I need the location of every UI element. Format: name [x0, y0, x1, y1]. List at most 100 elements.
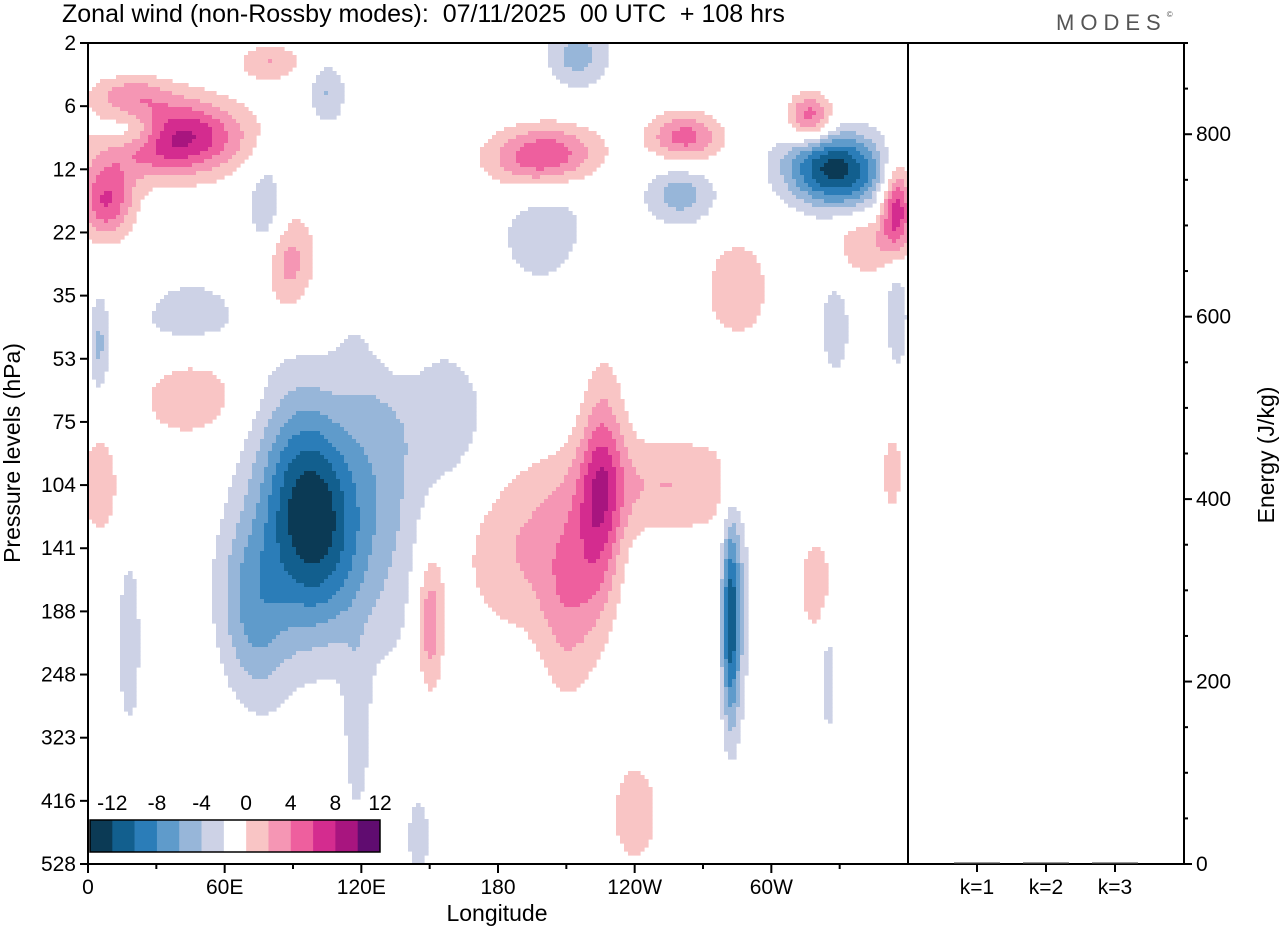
heatmap-cell — [256, 451, 269, 456]
heatmap-cell — [252, 475, 265, 480]
heatmap-cell — [892, 219, 901, 224]
heatmap-cell — [728, 543, 737, 548]
heatmap-cell — [556, 139, 581, 144]
heatmap-cell — [240, 519, 253, 524]
heatmap-cell — [728, 587, 737, 592]
heatmap-cell — [592, 595, 609, 600]
colorbar-tick-label: 4 — [285, 792, 297, 815]
heatmap-cell — [280, 499, 289, 504]
heatmap-cell — [92, 311, 109, 316]
colorbar-swatch — [112, 820, 135, 852]
heatmap-cell — [516, 623, 549, 628]
heatmap-cell — [336, 519, 345, 524]
heatmap-cell — [696, 187, 713, 192]
heatmap-cell — [612, 411, 629, 416]
heatmap-cell — [608, 479, 617, 484]
heatmap-cell — [284, 263, 301, 268]
heatmap-cell — [236, 651, 297, 656]
heatmap-cell — [420, 663, 441, 668]
heatmap-cell — [96, 351, 101, 356]
heatmap-cell — [236, 467, 253, 472]
heatmap-cell — [896, 239, 908, 244]
heatmap-cell — [892, 351, 905, 356]
heatmap-cell — [728, 607, 737, 612]
heatmap-cell — [804, 595, 825, 600]
heatmap-cell — [792, 191, 809, 196]
heatmap-cell — [288, 439, 329, 444]
heatmap-cell — [288, 515, 337, 520]
heatmap-cell — [824, 323, 849, 328]
heatmap-cell — [712, 307, 761, 312]
heatmap-cell — [900, 219, 908, 224]
heatmap-cell — [740, 655, 749, 660]
heatmap-cell — [584, 431, 593, 436]
heatmap-cell — [556, 555, 585, 560]
heatmap-cell — [648, 187, 665, 192]
heatmap-cell — [664, 195, 697, 200]
heatmap-cell — [744, 591, 749, 596]
heatmap-cell — [632, 511, 717, 516]
heatmap-cell — [244, 499, 261, 504]
heatmap-cell — [740, 675, 745, 680]
heatmap-cell — [260, 551, 281, 556]
heatmap-cell — [108, 95, 185, 100]
heatmap-cell — [740, 623, 745, 628]
heatmap-cell — [268, 455, 281, 460]
heatmap-cell — [92, 335, 97, 340]
heatmap-cell — [96, 355, 101, 360]
heatmap-cell — [880, 227, 885, 232]
heatmap-cell — [352, 471, 373, 476]
heatmap-cell — [588, 559, 597, 564]
heatmap-cell — [528, 131, 565, 136]
heatmap-cell — [268, 59, 273, 64]
heatmap-cell — [124, 143, 145, 148]
heatmap-cell — [476, 543, 517, 548]
heatmap-cell — [672, 135, 697, 140]
heatmap-cell — [720, 599, 725, 604]
heatmap-cell — [824, 655, 833, 660]
heatmap-cell — [692, 203, 713, 208]
heatmap-cell — [736, 599, 741, 604]
heatmap-cell — [888, 191, 893, 196]
heatmap-cell — [720, 663, 725, 668]
heatmap-cell — [344, 507, 361, 512]
heatmap-cell — [624, 491, 641, 496]
heatmap-cell — [296, 271, 313, 276]
heatmap-cell — [520, 163, 561, 168]
heatmap-cell — [124, 703, 137, 708]
heatmap-cell — [560, 595, 593, 600]
heatmap-cell — [580, 467, 589, 472]
heatmap-cell — [792, 175, 805, 180]
heatmap-cell — [564, 443, 581, 448]
heatmap-cell — [212, 563, 229, 568]
y-tick-label: 188 — [41, 600, 76, 623]
heatmap-cell — [720, 651, 725, 656]
heatmap-cell — [552, 71, 605, 76]
heatmap-cell — [564, 131, 597, 136]
heatmap-cell — [156, 147, 209, 152]
heatmap-cell — [724, 747, 737, 752]
heatmap-cell — [720, 543, 725, 548]
heatmap-cell — [420, 651, 429, 656]
heatmap-cell — [476, 571, 525, 576]
heatmap-cell — [312, 95, 345, 100]
heatmap-cell — [92, 367, 109, 372]
heatmap-cell — [344, 459, 369, 464]
heatmap-cell — [288, 223, 305, 228]
heatmap-cell — [100, 355, 109, 360]
heatmap-cell — [212, 155, 233, 160]
heatmap-cell — [616, 535, 625, 540]
heatmap-cell — [240, 595, 261, 600]
heatmap-cell — [608, 599, 621, 604]
heatmap-cell — [152, 311, 229, 316]
heatmap-cell — [736, 715, 745, 720]
heatmap-cell — [272, 279, 309, 284]
heatmap-cell — [580, 527, 613, 532]
heatmap-cell — [884, 475, 901, 480]
heatmap-cell — [520, 147, 569, 152]
heatmap-cell — [292, 487, 329, 492]
heatmap-cell — [732, 651, 737, 656]
heatmap-cell — [348, 431, 405, 436]
heatmap-cell — [580, 407, 593, 412]
heatmap-cell — [88, 235, 125, 240]
